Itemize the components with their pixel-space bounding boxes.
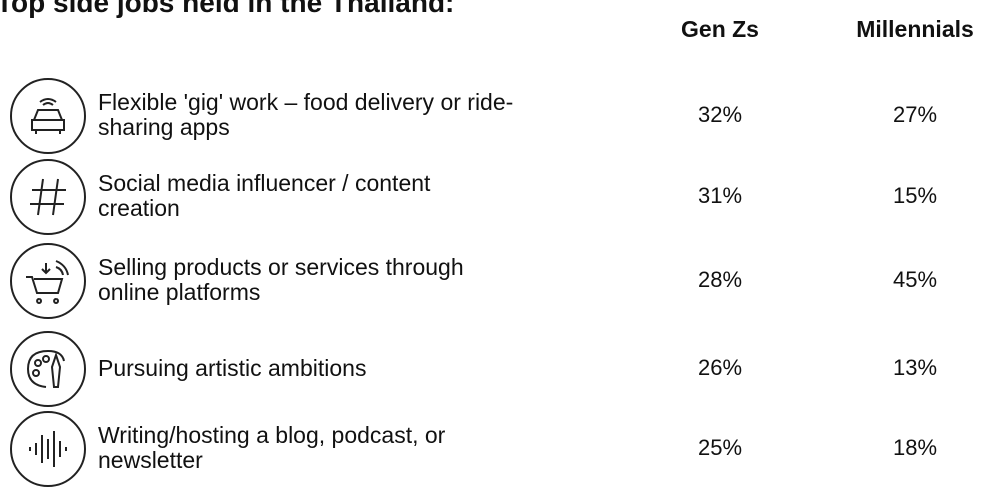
row-label: Writing/hosting a blog, podcast, or bbox=[98, 422, 446, 448]
row-label: Social media influencer / content bbox=[98, 170, 431, 196]
row-label: Selling products or services through bbox=[98, 254, 464, 280]
column-header: Gen Zs bbox=[681, 16, 759, 42]
audio-icon bbox=[10, 411, 86, 487]
cell-value: 25% bbox=[697, 435, 743, 460]
cell-value: 32% bbox=[697, 102, 743, 127]
cell-value: 15% bbox=[892, 183, 938, 208]
row-label: Pursuing artistic ambitions bbox=[98, 354, 367, 381]
row-label: creation bbox=[98, 195, 180, 221]
palette-icon bbox=[10, 331, 86, 407]
row-label: newsletter bbox=[98, 447, 203, 473]
column-header: Millennials bbox=[856, 16, 974, 42]
cell-value: 18% bbox=[892, 435, 938, 460]
cell-value: 27% bbox=[892, 102, 938, 127]
hashtag-icon bbox=[10, 159, 86, 235]
row-label: sharing apps bbox=[98, 114, 230, 140]
row-label: online platforms bbox=[98, 279, 261, 305]
cell-value: 45% bbox=[892, 267, 938, 292]
cart-icon bbox=[10, 243, 86, 319]
cell-value: 13% bbox=[892, 355, 938, 380]
cell-value: 26% bbox=[697, 355, 743, 380]
row-label: Flexible 'gig' work – food delivery or r… bbox=[98, 89, 514, 115]
title: Top side jobs held in the Thailand: bbox=[0, 0, 455, 18]
car-icon bbox=[10, 78, 86, 154]
cell-value: 28% bbox=[697, 267, 743, 292]
cell-value: 31% bbox=[697, 183, 743, 208]
